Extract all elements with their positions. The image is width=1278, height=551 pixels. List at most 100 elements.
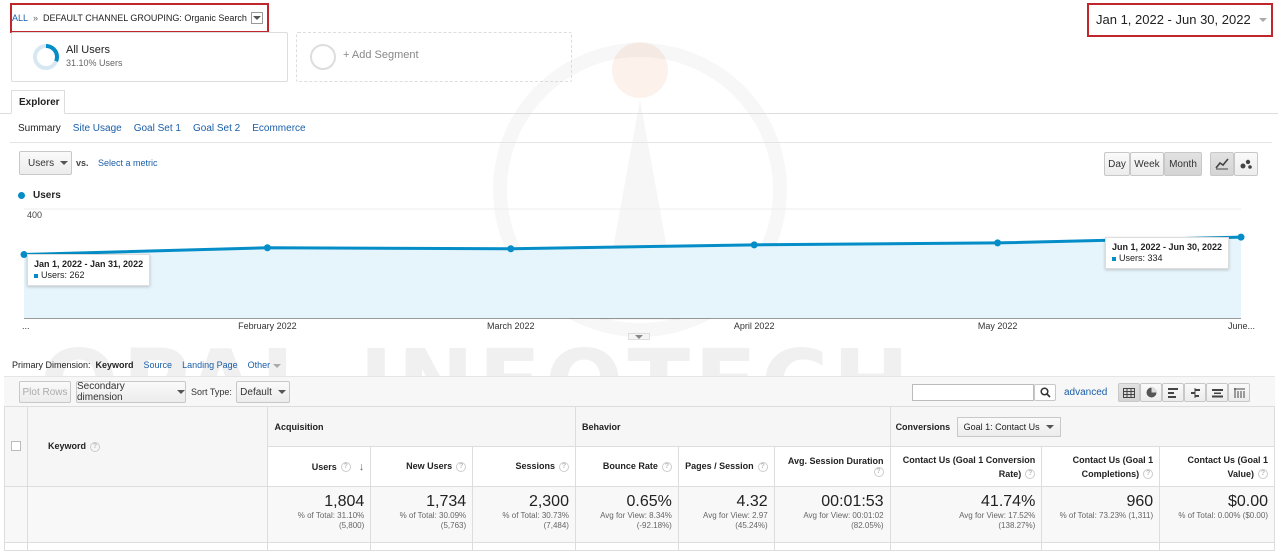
users-point-0[interactable] — [20, 251, 28, 259]
total-value: 0.65% — [626, 493, 672, 510]
view-comparison-button[interactable] — [1184, 383, 1206, 402]
column-header-8[interactable]: Contact Us (Goal 1 Value)? — [1159, 446, 1275, 487]
tooltip-jun-value: Users: 334 — [1112, 253, 1222, 264]
total-sub-1: % of Total: 31.10% — [297, 511, 365, 520]
add-segment-circle-icon — [310, 44, 336, 70]
column-header-4[interactable]: Pages / Session? — [677, 446, 775, 487]
sub-tab-summary[interactable]: Summary — [18, 123, 61, 134]
view-term-cloud-button[interactable] — [1206, 383, 1228, 402]
total-sub-1: Avg for View: 2.97 — [703, 511, 768, 520]
column-header-0[interactable]: Users? ↓ — [267, 446, 372, 487]
granularity-day-button[interactable]: Day — [1104, 152, 1130, 176]
column-header-1[interactable]: New Users? — [370, 446, 474, 487]
sub-tab-goal-set-1[interactable]: Goal Set 1 — [133, 123, 181, 134]
sub-tab-goal-set-2[interactable]: Goal Set 2 — [192, 123, 241, 134]
plot-rows-button[interactable]: Plot Rows — [19, 381, 71, 403]
view-table-button[interactable] — [1118, 383, 1140, 402]
secondary-dimension-label: Secondary dimension — [77, 381, 125, 403]
breadcrumb-separator: » — [33, 13, 39, 23]
total-cell-0: 1,804% of Total: 31.10% (5,800) — [267, 486, 372, 543]
total-cell-1: 1,734% of Total: 30.09% (5,763) — [370, 486, 474, 543]
search-button[interactable] — [1034, 384, 1056, 401]
primary-dimension-landing-page[interactable]: Landing Page — [182, 360, 238, 370]
chart-legend: Users — [18, 190, 61, 201]
total-cell-7: 960% of Total: 73.23% (1,311) — [1041, 486, 1161, 543]
users-point-4[interactable] — [994, 239, 1002, 247]
chevron-down-icon — [1045, 424, 1054, 429]
total-sub-1: Avg for View: 8.34% — [600, 511, 672, 520]
total-cell-8: $0.00% of Total: 0.00% ($0.00) — [1159, 486, 1275, 543]
users-point-3[interactable] — [750, 241, 758, 249]
advanced-filter-link[interactable]: advanced — [1064, 387, 1108, 398]
line-chart-toggle-button[interactable] — [1210, 152, 1234, 176]
total-cell-6: 41.74% Avg for View: 17.52% (138.27%) — [889, 486, 1043, 543]
tab-explorer[interactable]: Explorer — [11, 90, 65, 114]
select-metric-link[interactable]: Select a metric — [98, 158, 158, 168]
bar-list-icon — [1167, 387, 1178, 398]
total-value: 1,734 — [426, 493, 467, 510]
report-table: Keyword? Acquisition Behavior Conversion… — [4, 406, 1276, 551]
users-line-chart: 400 ... February 2022 March 2022 April 2022… — [20, 208, 1255, 331]
primary-dimension-bar: Primary Dimension: Keyword Source Landin… — [12, 360, 282, 370]
granularity-month-button[interactable]: Month — [1164, 152, 1202, 176]
total-sub-2: (138.27%) — [998, 521, 1036, 530]
help-icon: ? — [661, 461, 672, 472]
view-pivot-button[interactable] — [1228, 383, 1250, 402]
column-header-6[interactable]: Contact Us (Goal 1 Conversion Rate)? — [889, 446, 1043, 487]
table-search-input[interactable] — [912, 384, 1034, 401]
segment-all-users[interactable]: All Users 31.10% Users — [11, 32, 288, 82]
column-header-5[interactable]: Avg. Session Duration? — [773, 446, 891, 487]
sub-tab-site-usage[interactable]: Site Usage — [72, 123, 122, 134]
goal-select-dropdown[interactable]: Goal 1: Contact Us — [956, 416, 1061, 437]
secondary-dimension-dropdown[interactable]: Secondary dimension — [76, 381, 186, 403]
sort-type-dropdown[interactable]: Default — [236, 381, 290, 403]
users-point-2[interactable] — [507, 245, 515, 253]
tab-bar-line — [0, 113, 1278, 114]
primary-dimension-other[interactable]: Other — [248, 360, 282, 370]
users-series-line — [23, 235, 1242, 257]
search-icon — [1039, 387, 1051, 398]
total-sub-2: (5,800) — [338, 521, 365, 530]
total-sub-2: (45.24%) — [735, 521, 768, 530]
total-sub-2: (5,763) — [440, 521, 467, 530]
comparison-icon — [1190, 387, 1200, 398]
breadcrumb: ALL » DEFAULT CHANNEL GROUPING: Organic … — [12, 12, 263, 24]
acquisition-group-header: Acquisition — [267, 406, 576, 447]
x-tick-label-1: February 2022 — [238, 321, 297, 331]
keyword-column-header[interactable]: Keyword? — [26, 406, 269, 487]
metric-selector-dropdown[interactable]: Users — [19, 151, 72, 175]
users-point-1[interactable] — [263, 244, 271, 252]
help-icon: ? — [456, 461, 467, 472]
date-range-picker[interactable]: Jan 1, 2022 - Jun 30, 2022 — [1096, 12, 1267, 27]
chevron-down-icon — [273, 364, 282, 368]
sub-tab-ecommerce[interactable]: Ecommerce — [252, 123, 306, 134]
tooltip-jun-date: Jun 1, 2022 - Jun 30, 2022 — [1112, 242, 1223, 252]
x-tick-label-5: June... — [1228, 321, 1255, 331]
chart-tooltip-jan: Jan 1, 2022 - Jan 31, 2022 Users: 262 — [27, 254, 151, 286]
view-pie-button[interactable] — [1140, 383, 1162, 402]
motion-chart-toggle-button[interactable] — [1234, 152, 1258, 176]
column-header-2[interactable]: Sessions? — [472, 446, 576, 487]
x-tick-label-0: ... — [22, 321, 30, 331]
chevron-down-icon — [177, 390, 185, 394]
primary-dimension-label: Primary Dimension: — [12, 360, 91, 370]
add-segment-button[interactable]: + Add Segment — [296, 32, 572, 82]
column-header-3[interactable]: Bounce Rate? — [574, 446, 679, 487]
help-icon: ? — [873, 466, 884, 477]
users-point-5[interactable] — [1237, 233, 1245, 241]
add-segment-label: + Add Segment — [343, 49, 419, 61]
view-performance-button[interactable] — [1162, 383, 1184, 402]
legend-label: Users — [33, 190, 61, 201]
breadcrumb-dropdown-button[interactable] — [250, 12, 263, 24]
total-cell-4: 4.32 Avg for View: 2.97 (45.24%) — [677, 486, 775, 543]
column-header-7[interactable]: Contact Us (Goal 1 Completions)? — [1041, 446, 1161, 487]
primary-dimension-source[interactable]: Source — [143, 360, 173, 370]
table-toolbar-bg — [4, 376, 1275, 406]
chart-y-tick-400: 400 — [27, 210, 42, 220]
breadcrumb-all-link[interactable]: ALL — [12, 13, 29, 23]
series-swatch-icon — [1112, 256, 1116, 261]
granularity-week-button[interactable]: Week — [1130, 152, 1164, 176]
chart-resize-handle[interactable] — [628, 333, 650, 340]
total-value: 00:01:53 — [821, 493, 884, 510]
select-all-checkbox[interactable] — [11, 440, 21, 451]
